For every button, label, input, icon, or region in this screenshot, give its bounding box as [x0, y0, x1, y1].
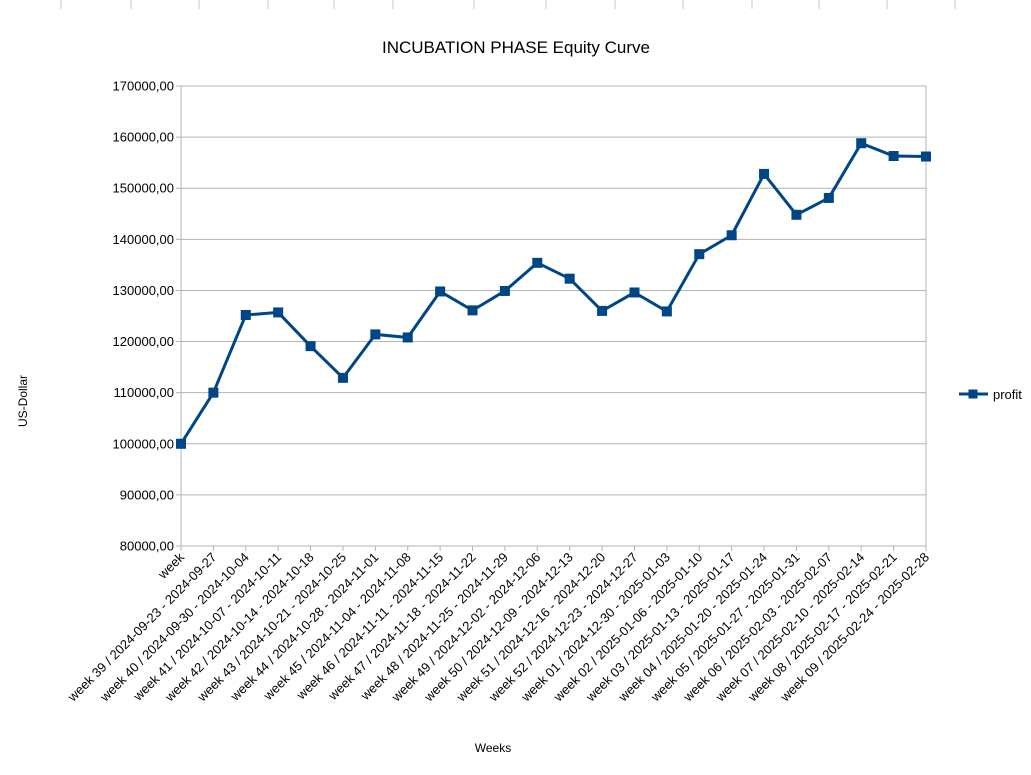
chart-title: INCUBATION PHASE Equity Curve	[382, 38, 650, 57]
y-tick-label: 170000,00	[113, 79, 174, 94]
series-markers-profit	[176, 138, 931, 449]
data-point-marker	[240, 309, 251, 320]
y-tick-label: 90000,00	[120, 487, 174, 502]
data-point-marker	[337, 372, 348, 383]
y-tick-label: 160000,00	[113, 130, 174, 145]
data-point-marker	[726, 230, 737, 241]
data-point-marker	[856, 138, 867, 149]
legend: profit	[959, 387, 1022, 402]
data-point-marker	[435, 286, 446, 297]
series-line-profit	[179, 141, 927, 445]
data-point-marker	[597, 305, 608, 316]
data-point-marker	[273, 307, 284, 318]
data-point-marker	[532, 257, 543, 268]
data-point-marker	[888, 151, 899, 162]
data-point-marker	[305, 341, 316, 352]
data-point-marker	[694, 249, 705, 260]
data-point-marker	[661, 306, 672, 317]
y-tick-label: 140000,00	[113, 232, 174, 247]
legend-label-profit: profit	[993, 387, 1022, 402]
data-point-marker	[823, 192, 834, 203]
y-tick-label: 100000,00	[113, 436, 174, 451]
y-tick-label: 120000,00	[113, 334, 174, 349]
data-point-marker	[208, 387, 219, 398]
data-point-marker	[370, 329, 381, 340]
data-point-marker	[402, 332, 413, 343]
y-tick-label: 80000,00	[120, 539, 174, 554]
data-point-marker	[467, 305, 478, 316]
y-tick-label: 110000,00	[114, 385, 175, 400]
plot-border	[180, 85, 927, 547]
y-tick-label: 130000,00	[113, 283, 174, 298]
plot-area	[181, 86, 926, 546]
data-point-marker	[176, 438, 186, 449]
x-axis-title: Weeks	[475, 741, 511, 755]
data-point-marker	[921, 151, 931, 162]
data-point-marker	[499, 285, 510, 296]
data-point-marker	[791, 209, 802, 220]
legend-marker-profit	[968, 389, 978, 399]
y-axis-ticks: 80000,00 90000,00 100000,00 110000,00 120000…	[113, 79, 181, 554]
top-ruler-marks	[60, 0, 956, 9]
data-point-marker	[629, 287, 640, 298]
data-point-marker	[564, 273, 575, 284]
data-point-marker	[759, 168, 770, 179]
y-axis-title: US-Dollar	[16, 375, 30, 427]
y-tick-label: 150000,00	[113, 181, 174, 196]
